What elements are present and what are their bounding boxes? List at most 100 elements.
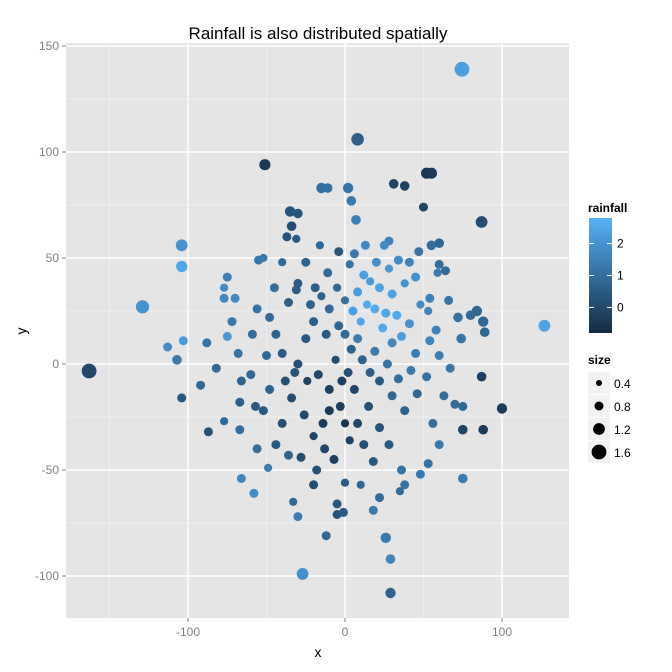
data-point bbox=[310, 283, 320, 293]
data-point bbox=[388, 179, 399, 189]
data-point bbox=[340, 419, 350, 428]
data-point bbox=[370, 304, 380, 314]
data-point bbox=[309, 317, 319, 327]
plot-panel bbox=[66, 43, 569, 618]
data-point bbox=[416, 300, 425, 309]
data-point bbox=[324, 384, 334, 394]
data-point bbox=[301, 334, 311, 344]
data-point bbox=[278, 258, 287, 267]
data-point bbox=[380, 532, 391, 543]
data-point bbox=[458, 424, 468, 435]
size-legend: size 0.4 0.8 1.2 1.6 bbox=[588, 353, 631, 463]
rainfall-legend-title: rainfall bbox=[588, 201, 627, 215]
data-point bbox=[163, 342, 173, 352]
data-point bbox=[258, 406, 268, 416]
data-point bbox=[399, 181, 410, 191]
data-point bbox=[478, 424, 489, 435]
data-point bbox=[441, 266, 450, 276]
data-point bbox=[284, 206, 296, 217]
data-point bbox=[322, 183, 333, 193]
data-point bbox=[303, 376, 312, 386]
data-point bbox=[411, 272, 421, 282]
data-point bbox=[236, 376, 246, 386]
data-point bbox=[397, 331, 406, 341]
data-point bbox=[356, 317, 365, 326]
data-point bbox=[246, 370, 256, 380]
data-point bbox=[365, 368, 375, 377]
data-point bbox=[381, 308, 391, 318]
data-point bbox=[219, 293, 229, 303]
data-point bbox=[252, 444, 262, 454]
data-point bbox=[392, 310, 402, 320]
x-tick-label: -100 bbox=[176, 625, 200, 639]
data-point bbox=[286, 221, 297, 231]
data-point bbox=[415, 469, 425, 479]
data-point bbox=[222, 331, 232, 341]
data-point bbox=[324, 304, 334, 314]
data-point bbox=[284, 298, 293, 307]
data-point bbox=[395, 487, 404, 496]
data-point bbox=[426, 240, 437, 251]
data-point bbox=[334, 247, 344, 257]
data-point bbox=[349, 249, 359, 259]
data-point bbox=[439, 391, 449, 401]
data-point bbox=[453, 312, 463, 323]
data-point bbox=[321, 531, 331, 541]
data-point bbox=[351, 133, 364, 146]
data-point bbox=[400, 406, 410, 416]
data-point bbox=[338, 507, 348, 517]
data-point bbox=[271, 440, 281, 450]
rainfall-legend: rainfall 2 1 0 bbox=[588, 201, 627, 333]
data-point bbox=[346, 344, 356, 354]
data-point bbox=[222, 272, 232, 282]
data-point bbox=[290, 368, 300, 377]
data-point bbox=[475, 216, 488, 228]
data-point bbox=[280, 376, 290, 386]
data-point bbox=[313, 370, 323, 380]
data-point bbox=[456, 333, 467, 344]
data-point bbox=[333, 283, 342, 292]
data-point bbox=[406, 365, 416, 375]
data-point bbox=[359, 440, 369, 450]
data-point bbox=[538, 319, 551, 332]
data-point bbox=[351, 215, 361, 225]
data-point bbox=[387, 338, 397, 348]
data-point bbox=[265, 312, 275, 322]
data-point bbox=[324, 406, 334, 416]
data-point bbox=[458, 401, 468, 411]
x-axis: -100 0 100 bbox=[176, 618, 512, 639]
y-axis-title: y bbox=[13, 328, 29, 335]
data-point bbox=[340, 296, 350, 305]
minor-gridlines bbox=[66, 43, 569, 618]
y-tick-label: 50 bbox=[46, 251, 60, 265]
data-point bbox=[293, 359, 303, 369]
data-point bbox=[318, 418, 328, 428]
data-point bbox=[309, 432, 318, 441]
size-key-dot bbox=[591, 444, 607, 460]
data-point bbox=[172, 355, 182, 365]
data-point bbox=[424, 306, 433, 316]
data-point bbox=[370, 346, 380, 356]
colorbar-label: 1 bbox=[617, 269, 624, 283]
data-point bbox=[262, 351, 271, 360]
data-point bbox=[425, 336, 435, 346]
data-point bbox=[362, 300, 372, 309]
data-point bbox=[371, 257, 381, 267]
data-point bbox=[397, 465, 406, 475]
data-point bbox=[465, 310, 476, 321]
data-point bbox=[382, 359, 392, 369]
data-point bbox=[323, 268, 333, 278]
data-point bbox=[444, 295, 454, 305]
data-point bbox=[345, 260, 354, 269]
data-point bbox=[264, 463, 273, 472]
data-point bbox=[348, 306, 358, 316]
data-point bbox=[332, 499, 342, 509]
data-point bbox=[404, 257, 414, 267]
y-tick-label: 0 bbox=[52, 357, 59, 371]
data-point bbox=[404, 319, 414, 329]
data-point bbox=[445, 363, 455, 373]
y-tick-label: -50 bbox=[42, 463, 60, 477]
data-point bbox=[458, 473, 468, 484]
data-point bbox=[230, 293, 240, 303]
